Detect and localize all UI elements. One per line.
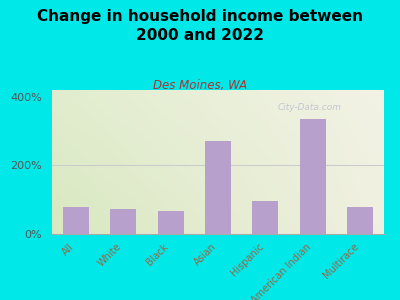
Text: Des Moines, WA: Des Moines, WA [153, 80, 247, 92]
Text: Change in household income between
2000 and 2022: Change in household income between 2000 … [37, 9, 363, 43]
Bar [110, 209, 136, 234]
Bar [205, 141, 231, 234]
Bar [300, 119, 326, 234]
Text: City-Data.com: City-Data.com [278, 103, 342, 112]
Bar [347, 207, 373, 234]
Bar [158, 211, 184, 234]
Bar [63, 207, 89, 234]
Bar [252, 201, 278, 234]
